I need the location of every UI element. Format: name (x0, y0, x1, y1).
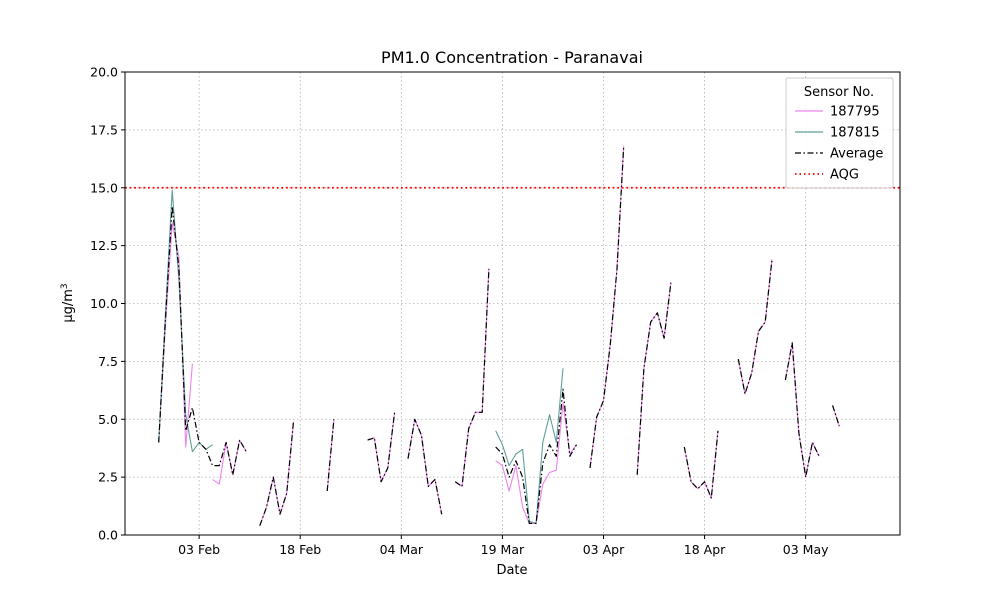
chart-title: PM1.0 Concentration - Paranavai (381, 48, 643, 67)
y-axis-title-superscript: 3 (60, 283, 70, 289)
legend-title: Sensor No. (804, 85, 874, 100)
y-tick-label: 10.0 (90, 296, 118, 311)
series-line-segment (636, 282, 672, 475)
series-average (158, 146, 840, 526)
legend-label: Average (830, 147, 883, 162)
series-line-segment (158, 205, 247, 476)
legend: Sensor No. 187795 187815 Average AQG (785, 77, 894, 189)
y-axis: 0.0 2.5 5.0 7.5 10.0 12.5 15.0 17.5 20.0 (90, 65, 125, 543)
y-tick-label: 2.5 (98, 470, 118, 485)
legend-box (785, 77, 894, 189)
y-tick-label: 17.5 (90, 122, 118, 137)
x-axis-title: Date (496, 563, 527, 578)
series-line-segment (454, 268, 490, 487)
y-tick-label: 20.0 (90, 65, 118, 80)
series-layer (158, 146, 840, 526)
legend-label: 187815 (830, 126, 880, 141)
y-tick-label: 12.5 (90, 238, 118, 253)
x-tick-label: 03 Apr (583, 542, 625, 557)
legend-label: 187795 (830, 105, 880, 120)
y-tick-label: 7.5 (98, 354, 118, 369)
series-line-segment (784, 342, 820, 478)
series-line-segment (495, 388, 578, 525)
x-tick-label: 03 May (783, 542, 829, 557)
x-axis: 03 Feb 18 Feb 04 Mar 19 Mar 03 Apr 18 Apr 03 M… (178, 535, 829, 557)
plot-area (125, 146, 900, 526)
legend-items: 187795 187815 Average AQG (795, 105, 883, 183)
series-line-segment (326, 419, 335, 492)
x-tick-label: 03 Feb (178, 542, 220, 557)
x-tick-label: 18 Feb (279, 542, 321, 557)
x-tick-label: 18 Apr (684, 542, 726, 557)
y-axis-title: μg/m3 (60, 283, 76, 322)
y-tick-label: 0.0 (98, 528, 118, 543)
series-line-segment (832, 405, 840, 427)
y-tick-label: 5.0 (98, 412, 118, 427)
x-tick-label: 04 Mar (380, 542, 424, 557)
series-line-segment (407, 418, 443, 515)
series-line-segment (212, 439, 247, 485)
x-tick-label: 19 Mar (481, 542, 525, 557)
series-line-segment (367, 412, 396, 483)
series-line-segment (589, 146, 625, 468)
series-line-segment (683, 430, 719, 499)
series-line-segment (259, 421, 295, 526)
y-axis-title-main: μg/m (61, 289, 76, 323)
y-tick-label: 15.0 (90, 180, 118, 195)
legend-label: AQG (830, 168, 859, 183)
series-line-segment (737, 259, 773, 395)
